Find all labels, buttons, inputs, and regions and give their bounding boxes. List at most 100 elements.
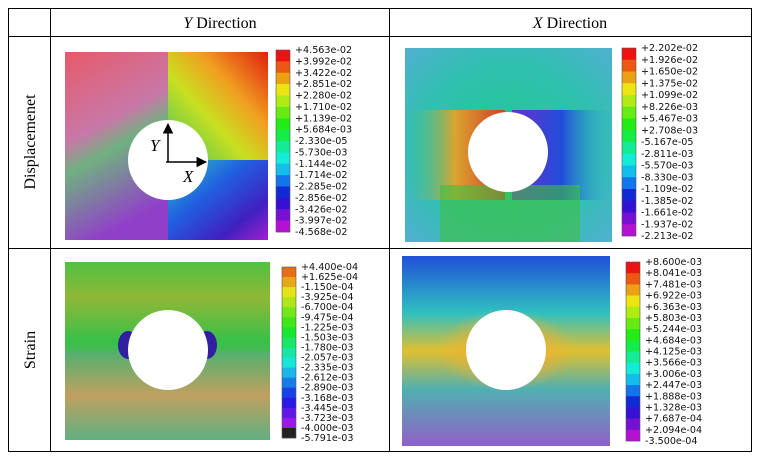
color-legend: +8.600e-03+8.041e-03+7.481e-03+6.922e-03…	[625, 257, 702, 447]
legend-band	[276, 106, 290, 119]
legend-label: -5.570e-03	[641, 161, 694, 172]
color-legend: +2.202e-02+1.926e-02+1.650e-02+1.375e-02…	[621, 43, 698, 242]
legend-band	[626, 340, 640, 352]
legend-band	[282, 327, 296, 338]
legend-band	[622, 177, 636, 190]
legend-band	[276, 209, 290, 221]
legend-band	[622, 48, 636, 61]
legend-band	[276, 186, 290, 199]
legend-band	[626, 351, 640, 363]
axis-letter: Y	[183, 15, 194, 32]
legend-label: +1.710e-02	[295, 102, 352, 113]
legend-band	[622, 71, 636, 84]
legend-band	[276, 220, 290, 233]
legend-band	[626, 317, 640, 330]
table-grid	[8, 8, 752, 452]
legend-label: -9.475e-04	[301, 312, 354, 323]
legend-label: +4.563e-02	[295, 45, 352, 56]
legend-band	[282, 367, 296, 378]
legend-label: +4.125e-03	[645, 347, 702, 358]
legend-band	[626, 407, 640, 419]
legend-label: +1.328e-03	[645, 402, 702, 413]
legend-band	[282, 267, 296, 278]
legend-label: -5.730e-03	[295, 147, 348, 158]
header-word: Direction	[196, 15, 256, 32]
legend-label: +1.375e-02	[641, 78, 698, 89]
contour-plot	[405, 48, 612, 242]
legend-label: -2.057e-03	[301, 353, 354, 364]
legend-band	[276, 95, 290, 108]
column-header: X Direction	[532, 15, 607, 32]
legend-band	[276, 141, 290, 153]
legend-band	[626, 306, 640, 319]
legend-band	[622, 106, 636, 119]
legend-label: +3.566e-03	[645, 358, 702, 369]
legend-label: +7.687e-04	[645, 414, 702, 425]
legend-band	[626, 295, 640, 308]
legend-label: -5.791e-03	[301, 433, 354, 444]
legend-label: +1.139e-02	[295, 113, 352, 124]
legend-band	[622, 142, 636, 155]
legend-label: -2.612e-03	[301, 373, 354, 384]
legend-label: -3.426e-02	[295, 204, 348, 215]
legend-label: +6.363e-03	[645, 302, 702, 313]
legend-band	[276, 50, 290, 62]
legend-band	[282, 297, 296, 308]
legend-band	[276, 84, 290, 96]
legend-band	[622, 130, 636, 143]
legend-frame	[281, 266, 297, 439]
legend-label: -1.780e-03	[301, 342, 354, 353]
legend-label: +5.803e-03	[645, 313, 702, 324]
legend-label: -1.661e-02	[641, 208, 694, 219]
row-label: Displacemenet	[22, 94, 39, 190]
legend-band	[626, 362, 640, 375]
legend-band	[626, 385, 640, 397]
legend-label: +8.600e-03	[645, 257, 702, 268]
legend-band	[626, 429, 640, 442]
header-word: Direction	[547, 15, 607, 32]
legend-band	[626, 418, 640, 431]
legend-band	[276, 72, 290, 85]
legend-label: +5.684e-03	[295, 125, 352, 136]
legend-band	[622, 165, 636, 178]
legend-band	[622, 95, 636, 108]
legend-band	[626, 396, 640, 408]
legend-label: -5.167e-05	[641, 137, 694, 148]
legend-band	[282, 387, 296, 399]
legend-frame	[275, 49, 291, 233]
legend-label: +3.422e-02	[295, 68, 352, 79]
legend-label: +2.094e-04	[645, 425, 702, 436]
legend-band	[626, 373, 640, 386]
legend-frame	[625, 261, 641, 442]
legend-label: +2.280e-02	[295, 91, 352, 102]
legend-band	[276, 197, 290, 210]
contour-plot: Y X	[65, 52, 268, 240]
legend-label: +5.467e-03	[641, 114, 698, 125]
legend-band	[622, 59, 636, 72]
legend-label: -2.213e-02	[641, 231, 694, 242]
legend-label: -1.714e-02	[295, 170, 348, 181]
legend-band	[282, 417, 296, 429]
legend-band	[282, 287, 296, 298]
legend-label: +4.684e-03	[645, 335, 702, 346]
legend-label: -1.937e-02	[641, 219, 694, 230]
axis-annotation: X	[182, 167, 194, 186]
color-legend: +4.563e-02+3.992e-02+3.422e-02+2.851e-02…	[275, 45, 352, 238]
legend-band	[626, 284, 640, 296]
legend-band	[276, 129, 290, 142]
legend-band	[276, 152, 290, 165]
contour-plot	[65, 262, 270, 440]
legend-band	[276, 118, 290, 130]
legend-label: +6.922e-03	[645, 291, 702, 302]
legend-band	[282, 337, 296, 348]
legend-label: +1.099e-02	[641, 90, 698, 101]
legend-band	[622, 189, 636, 202]
legend-band	[282, 407, 296, 419]
legend-band	[622, 83, 636, 96]
legend-band	[622, 153, 636, 166]
legend-label: -3.500e-04	[645, 436, 698, 447]
legend-band	[282, 377, 296, 389]
legend-band	[622, 118, 636, 131]
legend-band	[282, 347, 296, 358]
